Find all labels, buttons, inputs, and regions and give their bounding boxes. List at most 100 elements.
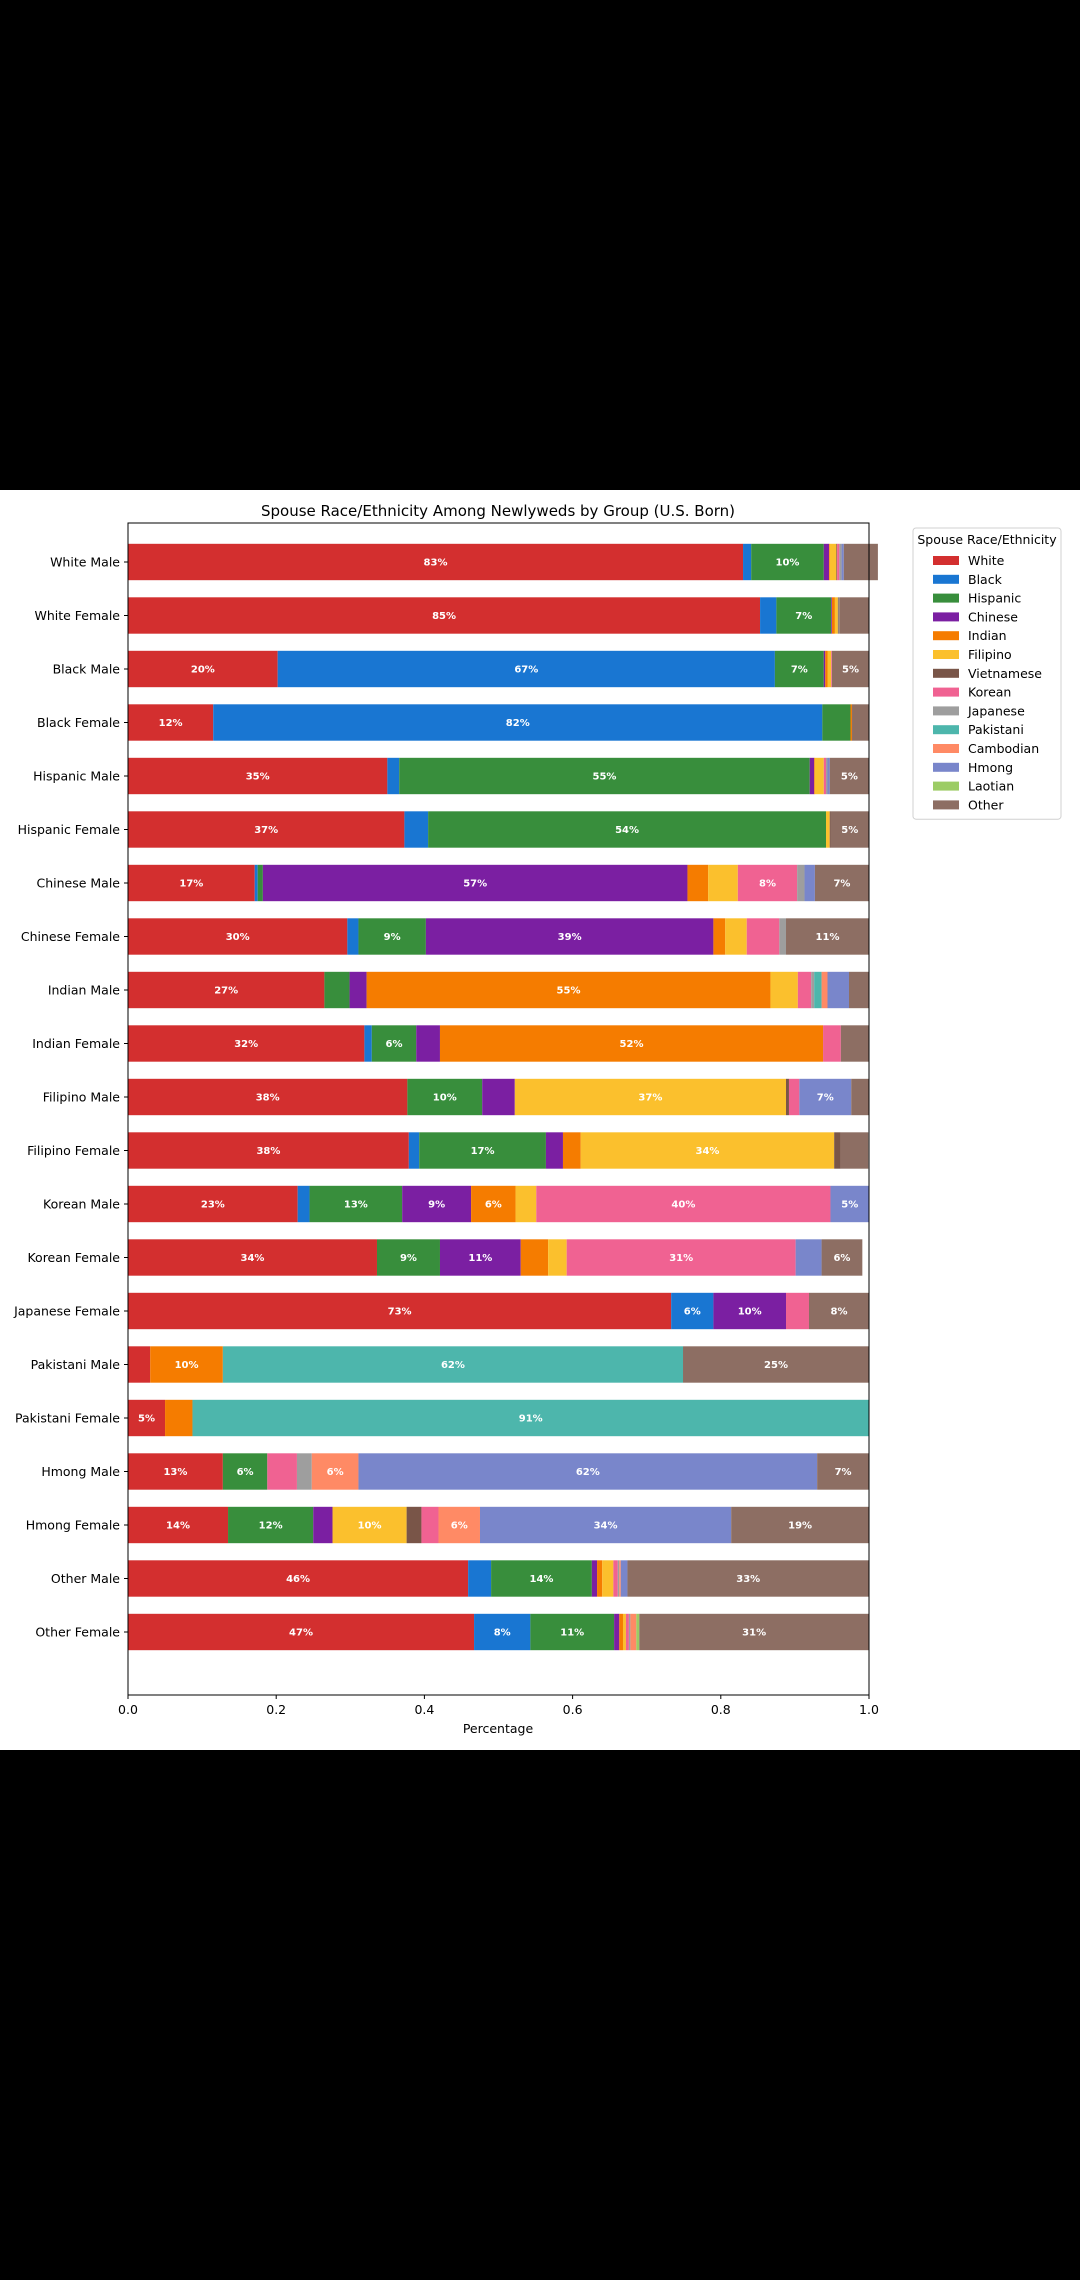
data-label: 62% [441, 1360, 465, 1371]
data-label: 5% [842, 665, 859, 676]
legend-entry-indian: Indian [968, 628, 1007, 643]
bar-segment-filipino-white-female [834, 597, 838, 634]
y-tick-label: Hmong Male [41, 1464, 120, 1479]
legend-entry-laotian: Laotian [968, 779, 1014, 794]
data-label: 10% [433, 1093, 457, 1104]
bar-segment-korean-black-male [831, 650, 832, 688]
bar-segment-chinese-white-female [831, 597, 832, 634]
bar-segment-indian-black-female [850, 704, 852, 741]
bar-segment-black-filipino-female [408, 1132, 420, 1169]
data-label: 33% [736, 1574, 760, 1585]
bar-segment-other-indian-female [840, 1025, 869, 1062]
legend-swatch-vietnamese [933, 668, 959, 678]
bar-segment-indian-white-female [831, 597, 835, 634]
legend-swatch-pakistani [933, 725, 959, 735]
bar-segment-filipino-hispanic-male [814, 757, 824, 795]
bar-segment-japanese-other-female [628, 1613, 631, 1651]
legend-swatch-hispanic [933, 593, 959, 603]
legend-swatch-indian [933, 631, 959, 641]
bar-segment-black-indian-female [364, 1025, 372, 1062]
bar-segment-hispanic-hispanic-male [399, 757, 810, 795]
bar-segment-indian-indian-male [366, 971, 771, 1009]
data-label: 6% [833, 1253, 850, 1264]
bar-segment-filipino-filipino-male [514, 1078, 787, 1116]
bar-segment-indian-indian-female [439, 1025, 824, 1062]
bar-segment-cambodian-hmong-male [311, 1453, 359, 1490]
data-label: 9% [428, 1200, 445, 1211]
data-label: 19% [788, 1521, 812, 1532]
legend-entry-japanese: Japanese [967, 703, 1025, 718]
bar-segment-black-white-female [760, 597, 777, 634]
bar-segment-indian-black-male [825, 650, 828, 688]
bar-segment-chinese-chinese-female [425, 918, 714, 955]
y-tick-label: Indian Female [32, 1036, 120, 1051]
bar-segment-hmong-other-male [620, 1560, 628, 1597]
bar-segment-indian-korean-female [520, 1239, 549, 1276]
data-label: 7% [791, 665, 808, 676]
data-label: 11% [468, 1253, 492, 1264]
data-label: 10% [175, 1360, 199, 1371]
bar-segment-vietnamese-black-female [851, 704, 853, 741]
y-tick-label: Indian Male [48, 983, 120, 998]
y-tick-label: Chinese Male [36, 876, 120, 891]
data-label: 7% [833, 879, 850, 890]
bar-segment-indian-korean-male [471, 1185, 516, 1223]
data-label: 6% [386, 1039, 403, 1050]
legend-entry-black: Black [968, 572, 1003, 587]
bar-segment-chinese-japanese-female [713, 1292, 787, 1330]
bar-segment-black-other-male [468, 1560, 492, 1597]
bar-segment-indian-other-male [597, 1560, 603, 1597]
data-label: 9% [384, 932, 401, 943]
legend-title: Spouse Race/Ethnicity [917, 532, 1057, 547]
x-tick-label: 0.2 [266, 1702, 286, 1717]
bar-segment-hispanic-black-female [822, 704, 851, 741]
bar-segment-hmong-korean-male [830, 1185, 869, 1223]
legend-swatch-chinese [933, 612, 959, 622]
bar-segment-white-japanese-female [128, 1292, 672, 1330]
bar-segment-indian-white-male [828, 543, 830, 581]
y-tick-label: Other Female [35, 1625, 120, 1640]
bar-segment-cambodian-other-male [619, 1560, 621, 1597]
data-label: 8% [494, 1628, 511, 1639]
legend-entry-vietnamese: Vietnamese [968, 666, 1042, 681]
data-label: 57% [463, 879, 487, 890]
bar-segment-chinese-other-male [591, 1560, 598, 1597]
bar-segment-white-other-female [128, 1613, 475, 1651]
data-label: 38% [256, 1146, 280, 1157]
bar-segment-other-black-female [852, 704, 869, 741]
bar-segment-filipino-chinese-female [725, 918, 747, 955]
legend: Spouse Race/Ethnicity White Black Hispanic C… [912, 527, 1062, 820]
bar-segment-white-filipino-female [128, 1132, 409, 1169]
bar-segment-black-other-female [474, 1613, 531, 1651]
data-label: 10% [358, 1521, 382, 1532]
bar-segment-indian-other-female [619, 1613, 623, 1651]
data-label: 37% [254, 825, 278, 836]
bar-segment-filipino-hispanic-female [826, 811, 830, 848]
y-tick-label: Filipino Male [43, 1090, 121, 1105]
bar-segment-white-indian-male [128, 971, 325, 1009]
data-label: 14% [530, 1574, 554, 1585]
legend-entry-chinese: Chinese [968, 609, 1018, 624]
bar-segment-japanese-hmong-male [296, 1453, 312, 1490]
bar-segment-korean-chinese-female [746, 918, 780, 955]
bar-segment-korean-indian-male [797, 971, 812, 1009]
bar-segment-indian-pakistani-male [150, 1346, 223, 1383]
bar-segment-hispanic-korean-male [309, 1185, 403, 1223]
bar-segment-black-korean-male [297, 1185, 310, 1223]
y-axis: White Male White Female Black Male Black Fe… [13, 555, 128, 1640]
bar-segment-vietnamese-hispanic-female [829, 811, 831, 848]
bar-segment-chinese-indian-male [349, 971, 367, 1009]
bar-segment-korean-korean-male [536, 1185, 831, 1223]
data-label: 55% [557, 986, 581, 997]
bar-segment-hispanic-other-male [491, 1560, 592, 1597]
data-label: 46% [286, 1574, 310, 1585]
y-tick-label: Korean Female [27, 1250, 120, 1265]
legend-entry-filipino: Filipino [968, 647, 1012, 662]
x-tick-label: 0.8 [711, 1702, 731, 1717]
data-label: 67% [514, 665, 538, 676]
legend-swatch-filipino [933, 650, 959, 659]
bar-segment-other-filipino-female [840, 1132, 869, 1169]
data-label: 5% [841, 825, 858, 836]
data-label: 85% [432, 611, 456, 622]
bar-segment-filipino-indian-male [770, 971, 798, 1009]
